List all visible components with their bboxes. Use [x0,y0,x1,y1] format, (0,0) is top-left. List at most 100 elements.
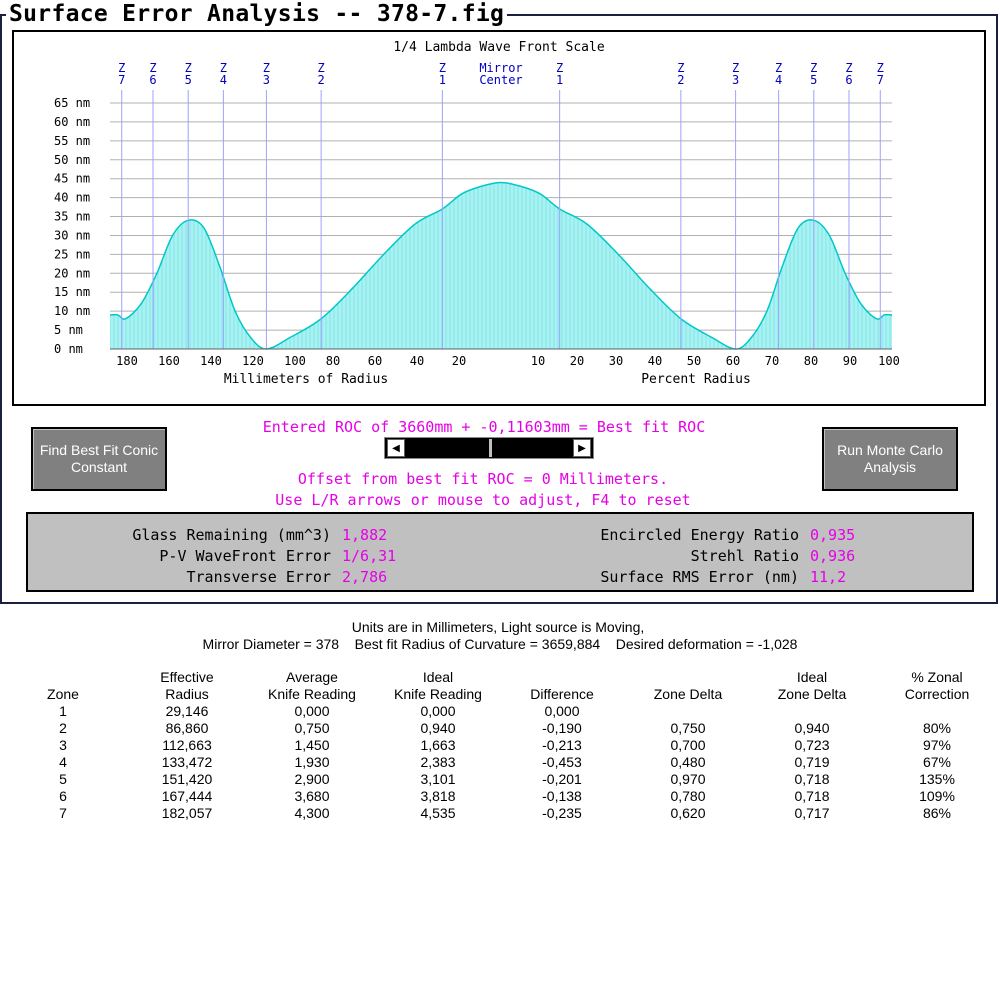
x-tick-label: 80 [804,354,818,368]
table-header: Average [286,669,338,685]
glass-remaining-label: Glass Remaining (mm^3) [132,526,331,544]
x-tick-label: 90 [843,354,857,368]
table-cell: 0,620 [670,805,706,821]
mirror-center-label: Center [479,73,522,87]
wavefront-chart-panel: 1/4 Lambda Wave Front Scale 65 nm 60 nm 55 … [12,30,986,406]
table-cell: 0,000 [294,703,330,719]
chart-title: 1/4 Lambda Wave Front Scale [393,40,604,55]
table-cell: 109% [919,788,955,804]
arrow-right-icon[interactable]: ▶ [573,439,591,457]
y-tick-label: 55 nm [54,134,90,148]
y-tick-label: 60 nm [54,115,90,129]
table-cell: 0,750 [294,720,330,736]
report-summary-line: Mirror Diameter = 378 Best fit Radius of… [202,636,798,652]
wavefront-chart: 1/4 Lambda Wave Front Scale 65 nm 60 nm 55 … [54,40,900,387]
table-header: Knife Reading [394,686,482,702]
table-cell: 86% [922,805,952,821]
hint-text: Use L/R arrows or mouse to adjust, F4 to… [275,491,691,509]
table-cell: -0,190 [542,720,582,736]
y-tick-label: 5 nm [54,323,83,337]
zone-label: Z [220,61,227,75]
table-cell: 1 [59,703,67,719]
x-tick-label: 60 [726,354,740,368]
zone-label: 2 [677,73,684,87]
zone-label: 7 [877,73,884,87]
surface-rms-value: 11,2 [810,568,847,586]
table-cell: 1,450 [294,737,330,753]
y-tick-label: 15 nm [54,285,90,299]
table-cell: 2,383 [420,754,456,770]
table-header: Radius [165,686,209,702]
x-tick-label: 100 [284,354,306,368]
table-cell: 0,970 [670,771,706,787]
encircled-energy-value: 0,935 [810,526,856,544]
y-tick-label: 35 nm [54,210,90,224]
statistics-panel: Glass Remaining (mm^3) 1,882 P-V WaveFro… [26,512,974,592]
table-header: % Zonal [911,669,963,685]
table-cell: 4,300 [294,805,330,821]
table-cell: 97% [922,737,952,753]
table-cell: 0,940 [794,720,830,736]
table-cell: 3 [59,737,67,753]
roc-offset-slider[interactable]: ◀ ▶ [384,437,594,459]
table-cell: -0,138 [542,788,582,804]
wavefront-area [110,182,892,349]
zone-label: Z [149,61,156,75]
zone-label: Z [677,61,684,75]
table-cell: 2,900 [294,771,330,787]
arrow-left-icon[interactable]: ◀ [387,439,405,457]
table-header: Correction [904,686,970,702]
table-cell: 0,700 [670,737,706,753]
zone-label: Z [185,61,192,75]
table-cell: 151,420 [161,771,213,787]
table-cell: 0,719 [794,754,830,770]
table-cell: 0,717 [794,805,830,821]
run-monte-carlo-button[interactable]: Run Monte Carlo Analysis [822,427,958,491]
zone-label: Z [810,61,817,75]
x-tick-label: 50 [687,354,701,368]
find-best-fit-conic-button[interactable]: Find Best Fit Conic Constant [31,427,167,491]
y-tick-label: 40 nm [54,191,90,205]
table-cell: 0,750 [670,720,706,736]
y-tick-label: 65 nm [54,96,90,110]
table-cell: -0,453 [542,754,582,770]
transverse-error-label: Transverse Error [186,568,332,586]
y-tick-label: 45 nm [54,172,90,186]
y-tick-label: 0 nm [54,342,83,356]
table-cell: 5 [59,771,67,787]
x-tick-label: 20 [570,354,584,368]
zone-label: Z [439,61,446,75]
table-cell: 0,000 [544,703,580,719]
zone-label: Z [775,61,782,75]
glass-remaining-value: 1,882 [342,526,388,544]
table-cell: -0,235 [542,805,582,821]
zone-label: Z [556,61,563,75]
table-cell: 7 [59,805,67,821]
x-tick-label: 140 [200,354,222,368]
x-tick-label: 40 [648,354,662,368]
pv-wavefront-value: 1/6,31 [342,547,397,565]
table-cell: 0,718 [794,771,830,787]
slider-thumb[interactable] [489,439,492,457]
table-header: Zone Delta [777,686,847,702]
x-tick-label: 160 [158,354,180,368]
roc-text: Entered ROC of 3660mm + -0,11603mm = Bes… [262,418,706,436]
pv-wavefront-label: P-V WaveFront Error [159,547,331,565]
table-cell: 3,680 [294,788,330,804]
table-cell: 167,444 [161,788,213,804]
table-header: Ideal [796,669,828,685]
x-tick-label: 40 [410,354,424,368]
table-cell: 0,940 [420,720,456,736]
table-cell: 4,535 [420,805,456,821]
zone-label: 2 [318,73,325,87]
zone-label: 7 [118,73,125,87]
table-cell: 2 [59,720,67,736]
mirror-center-label: Mirror [479,61,522,75]
table-cell: 133,472 [161,754,213,770]
encircled-energy-label: Encircled Energy Ratio [600,526,799,544]
table-cell: -0,201 [542,771,582,787]
table-cell: 0,480 [670,754,706,770]
offset-text: Offset from best fit ROC = 0 Millimeters… [297,470,669,488]
zone-label: 4 [775,73,782,87]
zone-label: Z [318,61,325,75]
